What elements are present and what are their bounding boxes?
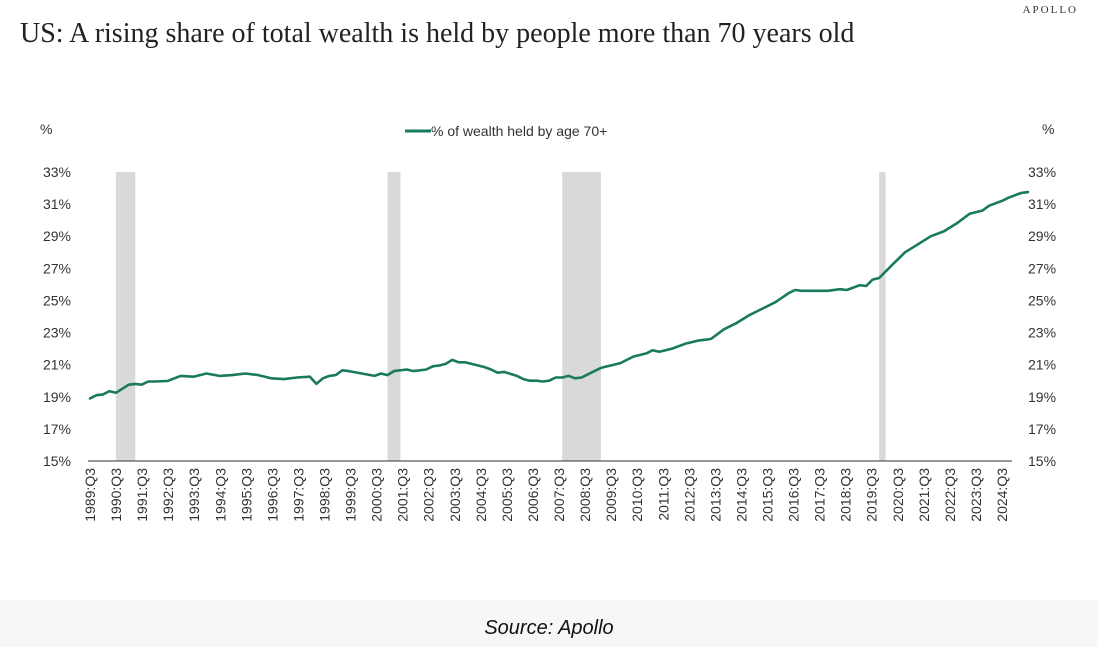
x-tick-label: 2022:Q3	[942, 468, 958, 522]
y-tick-right-label: 23%	[1028, 325, 1056, 341]
x-tick-label: 2023:Q3	[968, 468, 984, 522]
x-tick-label: 2009:Q3	[603, 468, 619, 522]
x-tick-label: 2021:Q3	[916, 468, 932, 522]
x-tick-label: 2019:Q3	[864, 468, 880, 522]
y-tick-left-label: 31%	[43, 196, 71, 212]
y-tick-left-label: 25%	[43, 292, 71, 308]
y-tick-left-label: 21%	[43, 357, 71, 373]
y-axis-right-unit: %	[1042, 121, 1054, 137]
x-tick-label: 2024:Q3	[994, 468, 1010, 522]
y-tick-right-label: 29%	[1028, 228, 1056, 244]
x-tick-label: 2000:Q3	[369, 468, 385, 522]
recession-band-4	[879, 172, 886, 461]
x-tick-label: 2014:Q3	[733, 468, 749, 522]
x-axis-ticks: 1989:Q3 1990:Q3 1991:Q3 1992:Q3 1993:Q3 1994:…	[82, 468, 1010, 522]
x-tick-label: 2008:Q3	[577, 468, 593, 522]
x-tick-label: 2006:Q3	[525, 468, 541, 522]
y-axis-right: 15% 17% 19% 21% 23% 25% 27% 29% 31% 33%	[1028, 164, 1056, 469]
recession-shading-group	[115, 172, 886, 461]
x-tick-label: 1992:Q3	[160, 468, 176, 522]
y-tick-right-label: 33%	[1028, 164, 1056, 180]
y-tick-right-label: 17%	[1028, 421, 1056, 437]
y-axis-left: 15% 17% 19% 21% 23% 25% 27% 29% 31% 33%	[43, 164, 71, 469]
x-tick-label: 1997:Q3	[290, 468, 306, 522]
x-tick-label: 2003:Q3	[447, 468, 463, 522]
x-tick-label: 1995:Q3	[238, 468, 254, 522]
y-axis-left-unit: %	[40, 121, 52, 137]
x-tick-label: 2005:Q3	[499, 468, 515, 522]
y-tick-right-label: 21%	[1028, 357, 1056, 373]
x-tick-label: 2020:Q3	[890, 468, 906, 522]
x-tick-label: 2017:Q3	[812, 468, 828, 522]
y-tick-left-label: 15%	[43, 453, 71, 469]
y-tick-right-label: 19%	[1028, 389, 1056, 405]
chart-title: US: A rising share of total wealth is he…	[20, 18, 855, 49]
recession-band-2	[387, 172, 401, 461]
x-tick-label: 2016:Q3	[786, 468, 802, 522]
x-tick-label: 2011:Q3	[655, 468, 671, 521]
recession-band-3	[562, 172, 601, 461]
brand-logo: APOLLO	[1022, 4, 1078, 16]
x-tick-label: 2015:Q3	[759, 468, 775, 522]
recession-band-1	[115, 172, 136, 461]
y-tick-left-label: 17%	[43, 421, 71, 437]
x-tick-label: 1994:Q3	[212, 468, 228, 522]
x-tick-label: 1993:Q3	[186, 468, 202, 522]
x-tick-label: 2004:Q3	[473, 468, 489, 522]
x-tick-label: 1999:Q3	[343, 468, 359, 522]
y-tick-right-label: 15%	[1028, 453, 1056, 469]
x-tick-label: 2001:Q3	[395, 468, 411, 522]
x-tick-label: 2010:Q3	[629, 468, 645, 522]
y-tick-left-label: 29%	[43, 228, 71, 244]
bottom-strip	[0, 600, 1098, 647]
y-tick-right-label: 25%	[1028, 292, 1056, 308]
x-tick-label: 2007:Q3	[551, 468, 567, 522]
y-tick-left-label: 27%	[43, 260, 71, 276]
y-tick-left-label: 33%	[43, 164, 71, 180]
series-group	[88, 190, 1030, 400]
legend: % of wealth held by age 70+	[405, 123, 607, 139]
source-note: Source: Apollo	[484, 617, 614, 639]
y-tick-right-label: 31%	[1028, 196, 1056, 212]
x-tick-label: 1991:Q3	[134, 468, 150, 522]
y-tick-right-label: 27%	[1028, 260, 1056, 276]
x-tick-label: 2018:Q3	[838, 468, 854, 522]
series-line-1	[88, 190, 1030, 400]
x-tick-label: 1990:Q3	[108, 468, 124, 522]
x-tick-label: 1998:Q3	[317, 468, 333, 522]
y-tick-left-label: 23%	[43, 325, 71, 341]
x-tick-label: 1989:Q3	[82, 468, 98, 522]
x-tick-label: 2012:Q3	[681, 468, 697, 522]
x-tick-label: 2013:Q3	[707, 468, 723, 522]
legend-label: % of wealth held by age 70+	[431, 123, 607, 139]
y-tick-left-label: 19%	[43, 389, 71, 405]
x-tick-label: 1996:Q3	[264, 468, 280, 522]
x-tick-label: 2002:Q3	[421, 468, 437, 522]
